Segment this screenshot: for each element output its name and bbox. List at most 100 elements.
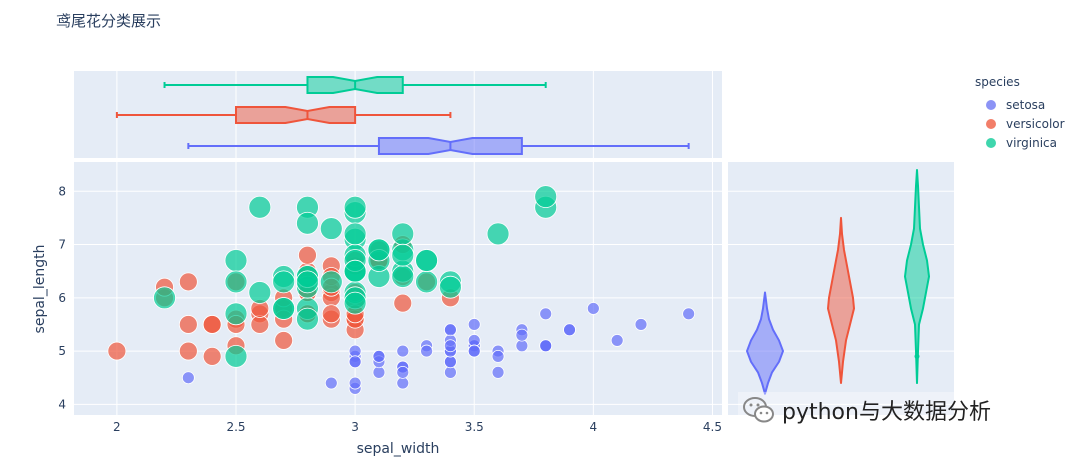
box-setosa bbox=[187, 137, 690, 155]
legend-marker-versicolor bbox=[986, 118, 996, 129]
x-tick-label: 4.5 bbox=[703, 420, 722, 434]
legend-item-setosa[interactable]: setosa bbox=[975, 95, 1065, 114]
scatter-point-versicolor bbox=[250, 315, 270, 334]
legend-item-versicolor[interactable]: versicolor bbox=[975, 114, 1065, 133]
scatter-point-virginica bbox=[486, 222, 510, 246]
scatter-point-versicolor bbox=[393, 293, 413, 313]
legend-title: species bbox=[975, 75, 1020, 89]
scatter-point-versicolor bbox=[274, 331, 294, 350]
scatter-point-virginica bbox=[343, 259, 367, 283]
marginal-box-plots bbox=[115, 76, 690, 155]
violin-virginica bbox=[904, 168, 930, 385]
scatter-point-versicolor bbox=[202, 315, 222, 334]
scatter-point-setosa bbox=[467, 318, 481, 331]
scatter-point-setosa bbox=[610, 334, 624, 347]
scatter-point-virginica bbox=[391, 265, 415, 288]
y-tick-label: 5 bbox=[58, 344, 66, 358]
scatter-point-virginica bbox=[367, 238, 391, 262]
scatter-point-setosa bbox=[467, 344, 481, 358]
x-tick-label: 2 bbox=[113, 420, 121, 434]
scatter-points bbox=[107, 185, 696, 395]
y-tick-label: 6 bbox=[58, 291, 66, 305]
marginal-violin-plots bbox=[746, 168, 930, 395]
scatter-point-versicolor bbox=[178, 315, 198, 334]
scatter-point-virginica bbox=[391, 222, 415, 246]
scatter-point-setosa bbox=[444, 355, 457, 369]
scatter-point-virginica bbox=[224, 345, 248, 368]
scatter-point-versicolor bbox=[298, 245, 317, 265]
scatter-point-virginica bbox=[319, 217, 343, 240]
scatter-point-setosa bbox=[372, 350, 386, 363]
y-tick-label: 8 bbox=[58, 184, 66, 198]
scatter-point-setosa bbox=[444, 365, 457, 379]
x-tick-label: 4 bbox=[590, 420, 598, 434]
scatter-point-setosa bbox=[348, 344, 362, 358]
scatter-point-versicolor bbox=[178, 341, 198, 361]
scatter-point-setosa bbox=[515, 328, 529, 342]
y-axis-label: sepal_length bbox=[32, 245, 48, 334]
scatter-point-versicolor bbox=[107, 341, 127, 361]
scatter-point-setosa bbox=[396, 344, 410, 358]
x-axis-label: sepal_width bbox=[357, 441, 440, 457]
scatter-point-virginica bbox=[272, 270, 296, 294]
scatter-point-versicolor bbox=[178, 272, 198, 292]
scatter-point-versicolor bbox=[202, 347, 222, 366]
x-tick-label: 3 bbox=[351, 420, 359, 434]
legend-item-virginica[interactable]: virginica bbox=[975, 133, 1065, 152]
scatter-point-setosa bbox=[396, 365, 410, 379]
legend-marker-virginica bbox=[986, 137, 996, 148]
tick-labels: 2 2.5 3 3.5 4 4.5 4 5 6 7 8 bbox=[58, 184, 722, 434]
scatter-point-virginica bbox=[415, 270, 438, 294]
violin-setosa bbox=[746, 291, 784, 395]
scatter-point-setosa bbox=[420, 344, 433, 358]
scatter-point-virginica bbox=[343, 291, 367, 315]
scatter-point-setosa bbox=[444, 323, 457, 337]
violin-body bbox=[904, 168, 930, 385]
wechat-icon bbox=[743, 397, 774, 423]
scatter-point-setosa bbox=[634, 318, 648, 331]
y-tick-label: 4 bbox=[58, 397, 66, 411]
watermark: python与大数据分析 bbox=[738, 392, 995, 428]
legend-label-setosa: setosa bbox=[1006, 97, 1046, 112]
legend-marker-setosa bbox=[986, 99, 996, 110]
scatter-point-setosa bbox=[372, 365, 386, 379]
series-virginica bbox=[153, 185, 558, 368]
scatter-point-setosa bbox=[515, 339, 529, 353]
scatter-point-virginica bbox=[391, 243, 415, 267]
scatter-point-virginica bbox=[319, 270, 343, 294]
scatter-point-virginica bbox=[439, 275, 462, 299]
violin-versicolor bbox=[827, 216, 855, 385]
scatter-point-setosa bbox=[348, 355, 362, 369]
scatter-point-setosa bbox=[563, 323, 576, 337]
legend: species setosa versicolor virginica bbox=[975, 75, 1065, 152]
scatter-point-virginica bbox=[224, 270, 248, 294]
scatter-point-setosa bbox=[539, 307, 553, 321]
scatter-point-virginica bbox=[415, 249, 438, 272]
violin-body bbox=[746, 291, 784, 395]
chart-title: 鸢尾花分类展示 bbox=[56, 12, 162, 30]
scatter-point-setosa bbox=[348, 376, 362, 390]
scatter-point-setosa bbox=[467, 334, 481, 347]
scatter-point-virginica bbox=[296, 211, 319, 235]
scatter-point-virginica bbox=[296, 270, 319, 294]
violin-outlier bbox=[914, 353, 920, 359]
scatter-point-setosa bbox=[181, 371, 195, 385]
box-body bbox=[235, 106, 357, 124]
scatter-point-setosa bbox=[396, 376, 410, 390]
scatter-point-virginica bbox=[272, 297, 296, 320]
scatter-point-setosa bbox=[586, 302, 600, 315]
scatter-point-virginica bbox=[534, 185, 558, 209]
y-tick-label: 7 bbox=[58, 238, 66, 252]
scatter-point-setosa bbox=[491, 365, 505, 379]
scatter-point-virginica bbox=[343, 222, 367, 246]
x-tick-label: 3.5 bbox=[465, 420, 484, 434]
scatter-point-virginica bbox=[343, 195, 367, 219]
scatter-point-virginica bbox=[248, 195, 272, 219]
scatter-point-setosa bbox=[682, 307, 696, 321]
watermark-text: python与大数据分析 bbox=[782, 400, 991, 425]
x-tick-label: 2.5 bbox=[226, 420, 245, 434]
scatter-point-setosa bbox=[539, 339, 553, 353]
scatter-point-virginica bbox=[224, 302, 248, 326]
box-versicolor bbox=[115, 106, 452, 124]
